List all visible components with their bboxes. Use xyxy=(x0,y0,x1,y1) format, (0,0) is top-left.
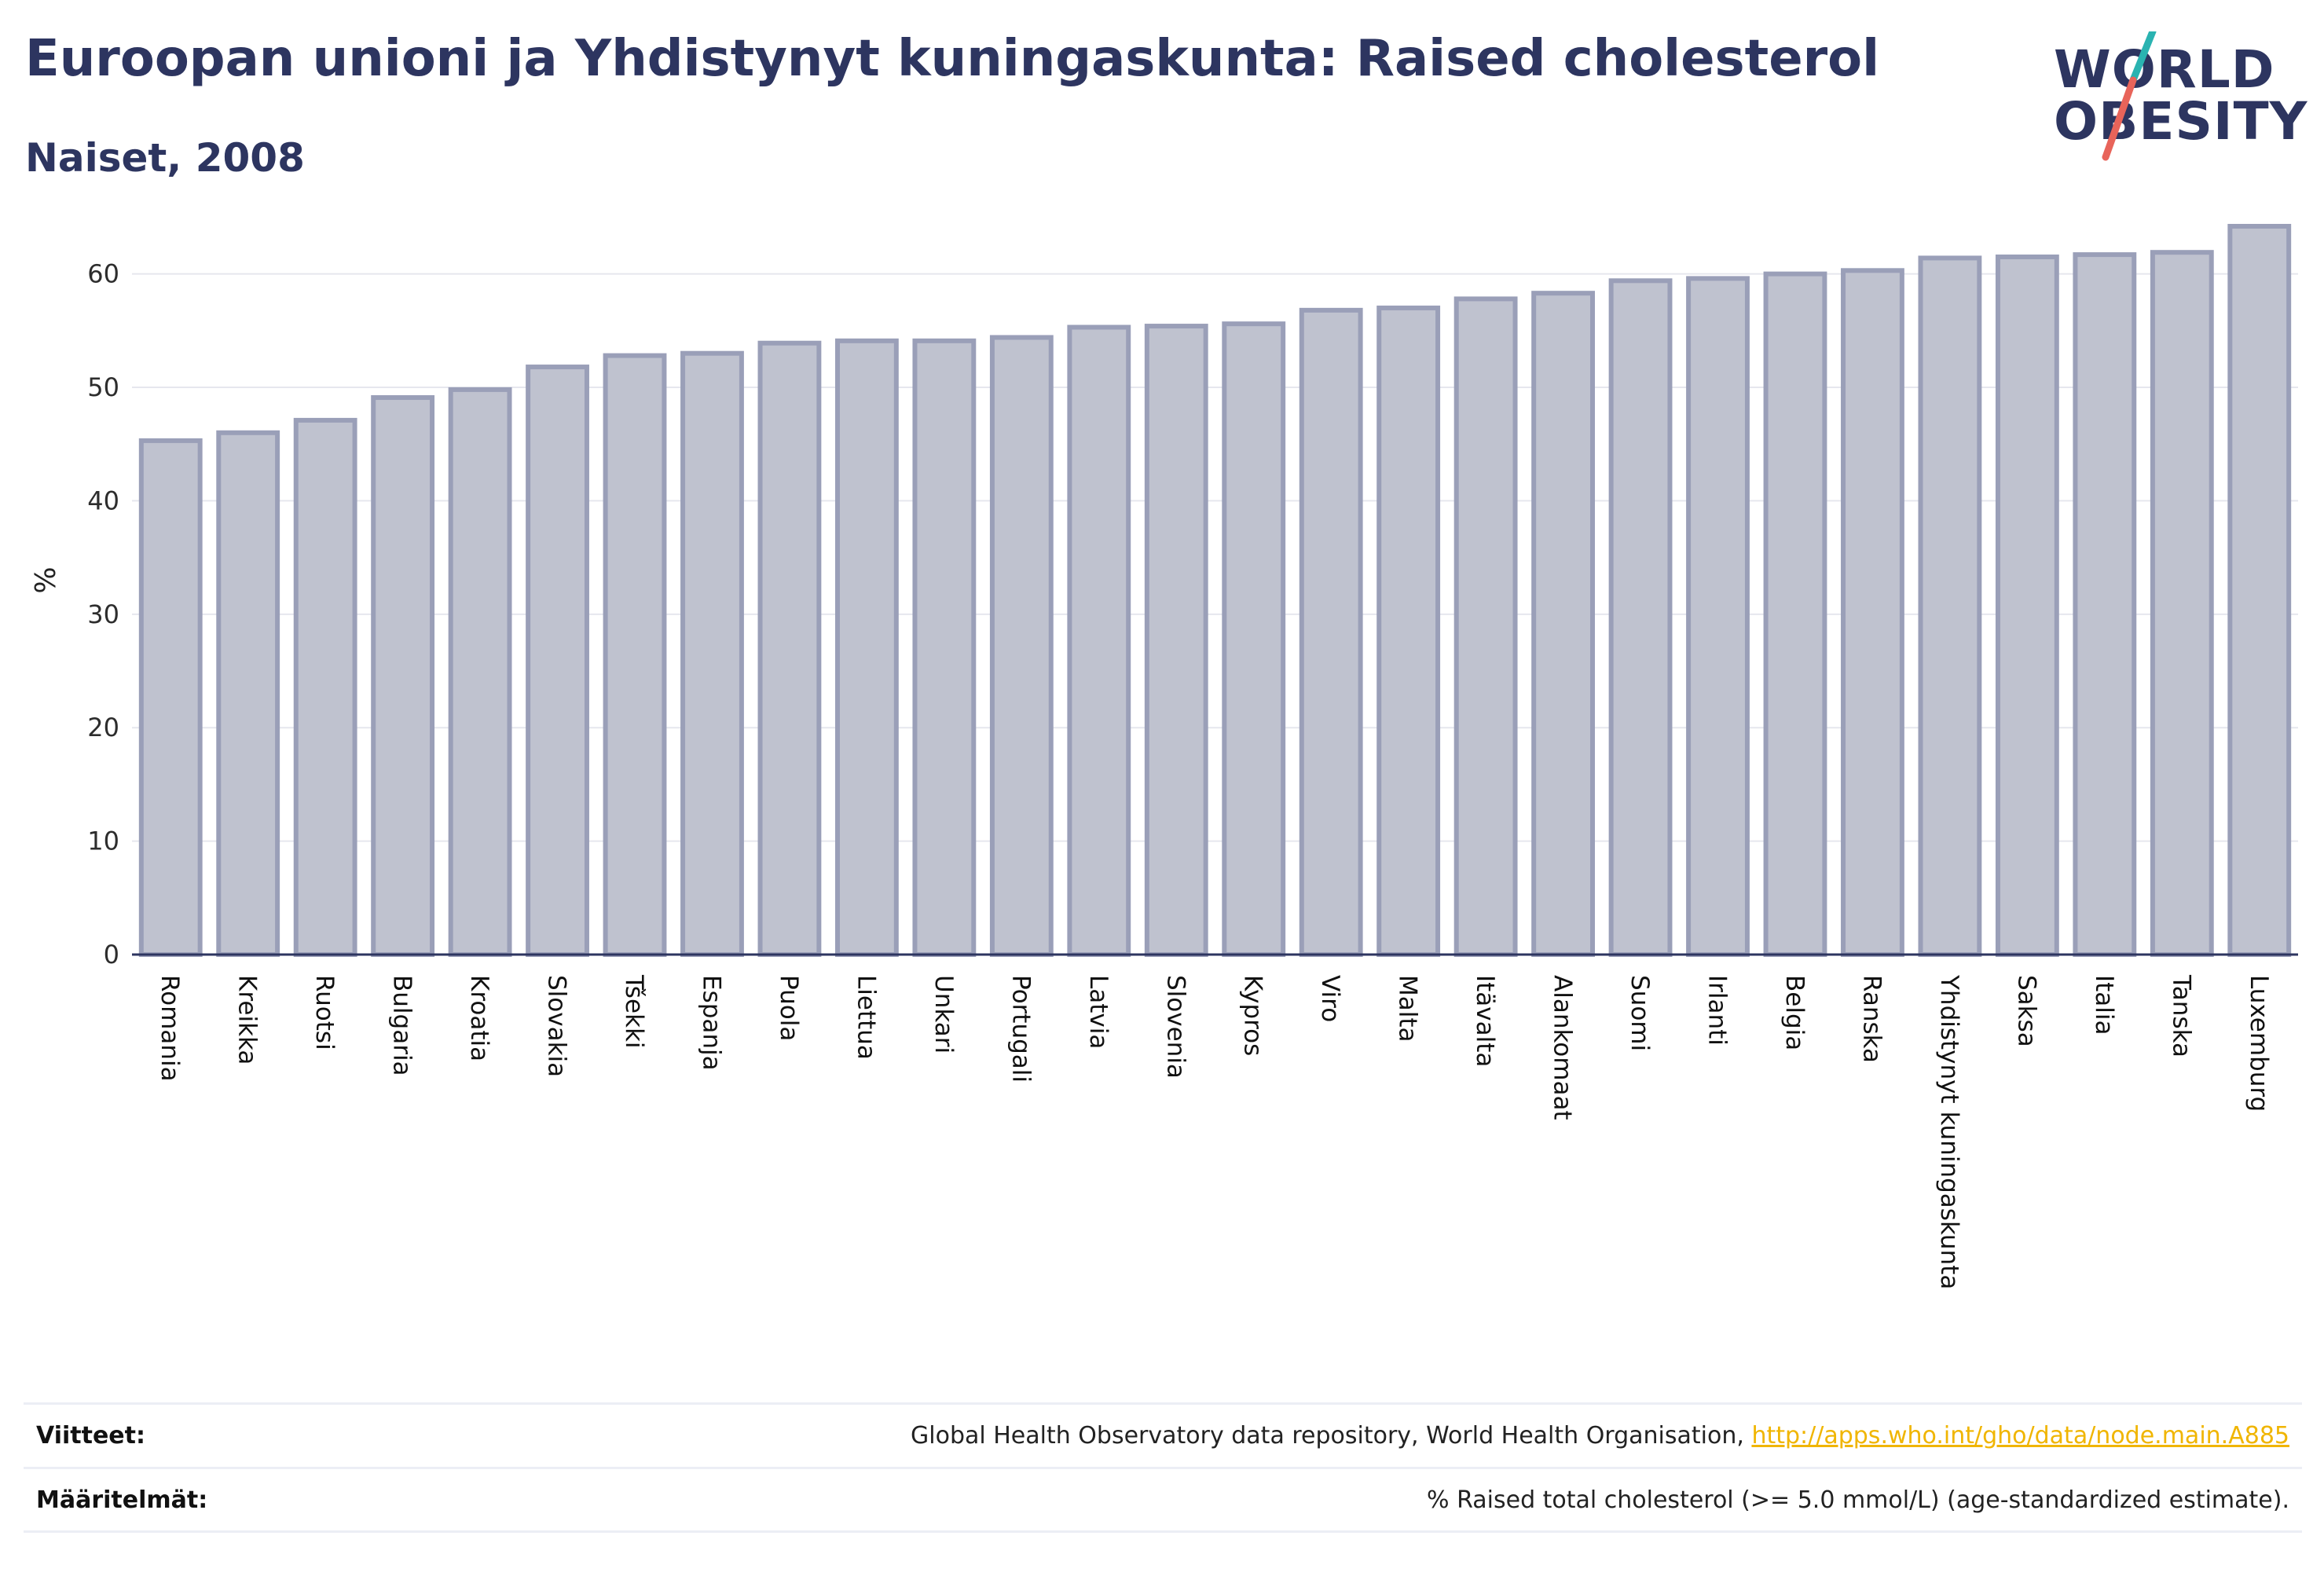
x-tick-label: Belgia xyxy=(1780,975,1809,1050)
x-tick-label: Slovakia xyxy=(543,975,571,1077)
x-tick-label: Kroatia xyxy=(465,975,493,1061)
y-tick-label: 10 xyxy=(87,826,119,856)
x-tick-label: Espanja xyxy=(697,975,725,1071)
x-tick-label: Itävalta xyxy=(1471,975,1499,1067)
bar xyxy=(1531,291,1596,957)
definitions-row: Määritelmät: % Raised total cholesterol … xyxy=(24,1467,2302,1534)
chart-title: Euroopan unioni ja Yhdistynyt kuningasku… xyxy=(25,30,1880,88)
y-tick-label: 40 xyxy=(87,486,119,515)
bar xyxy=(1067,324,1131,957)
y-tick-label: 60 xyxy=(87,259,119,289)
references-link[interactable]: http://apps.who.int/gho/data/node.main.A… xyxy=(1751,1422,2289,1450)
x-tick-label: Ranska xyxy=(1857,975,1886,1063)
bar xyxy=(1686,276,1750,957)
x-tick-label: Bulgaria xyxy=(388,975,416,1076)
y-axis-label: % xyxy=(30,566,62,593)
x-tick-label: Portugali xyxy=(1006,975,1035,1083)
bar xyxy=(1299,307,1363,958)
chart-subtitle: Naiset, 2008 xyxy=(25,135,305,181)
y-tick-label: 0 xyxy=(104,940,119,969)
bar xyxy=(1608,278,1673,957)
x-tick-label: Alankomaat xyxy=(1549,975,1577,1120)
y-tick-label: 50 xyxy=(87,372,119,402)
bar xyxy=(1144,324,1208,958)
x-tick-label: Slovenia xyxy=(1161,975,1189,1079)
references-text: Global Health Observatory data repositor… xyxy=(911,1422,1752,1450)
bar xyxy=(989,335,1054,958)
bar xyxy=(2227,223,2292,957)
bar xyxy=(680,350,744,958)
bar xyxy=(526,365,589,958)
bar xyxy=(1222,321,1286,958)
references-label: Viitteet: xyxy=(36,1422,145,1450)
x-tick-label: Irlanti xyxy=(1703,975,1732,1046)
bar xyxy=(1763,271,1827,957)
bar xyxy=(757,340,822,957)
bar xyxy=(293,417,357,957)
x-tick-label: Suomi xyxy=(1626,975,1654,1051)
x-tick-label: Tanska xyxy=(2167,974,2195,1057)
logo-slash-icon xyxy=(2102,31,2157,161)
x-tick-label: Luxemburg xyxy=(2245,975,2273,1112)
bar xyxy=(2073,252,2137,957)
bar xyxy=(448,387,512,958)
bar xyxy=(912,338,977,957)
bar xyxy=(216,430,280,957)
bar xyxy=(1376,305,1441,958)
x-tick-label: Ruotsi xyxy=(310,975,339,1050)
bar xyxy=(1918,255,1982,957)
references-value: Global Health Observatory data repositor… xyxy=(911,1422,2289,1450)
y-tick-label: 30 xyxy=(87,599,119,629)
x-tick-label: Yhdistynyt kuningaskunta xyxy=(1935,974,1963,1289)
references-row: Viitteet: Global Health Observatory data… xyxy=(24,1402,2302,1469)
x-tick-label: Latvia xyxy=(1084,975,1113,1049)
definitions-value: % Raised total cholesterol (>= 5.0 mmol/… xyxy=(1427,1486,2289,1514)
definitions-label: Määritelmät: xyxy=(36,1486,208,1514)
bar xyxy=(1453,296,1518,957)
x-tick-label: Tšekki xyxy=(620,974,648,1049)
x-tick-label: Viro xyxy=(1316,975,1344,1022)
bar xyxy=(371,395,435,957)
bar-chart: 0 10 20 30 40 50 60% Romania Kreikka Ruotsi Bulgar… xyxy=(30,223,2298,1289)
bar xyxy=(834,338,899,957)
x-tick-label: Romania xyxy=(156,975,184,1082)
x-tick-label: Liettua xyxy=(852,975,880,1060)
footer-divider xyxy=(24,1530,2302,1533)
bar xyxy=(1995,254,2059,957)
x-tick-label: Italia xyxy=(2090,975,2118,1035)
y-tick-label: 20 xyxy=(87,713,119,742)
bar xyxy=(1841,268,1904,957)
x-tick-label: Malta xyxy=(1394,975,1422,1043)
x-tick-label: Unkari xyxy=(929,975,958,1054)
x-tick-label: Kypros xyxy=(1239,975,1267,1056)
bar xyxy=(603,353,667,958)
bar xyxy=(138,438,203,957)
world-obesity-logo: WORLD OBESITY xyxy=(2051,31,2310,169)
bar xyxy=(2150,250,2214,957)
logo-line-2: OBESITY xyxy=(2054,91,2308,152)
x-tick-label: Kreikka xyxy=(233,975,262,1065)
x-tick-label: Puola xyxy=(775,975,803,1041)
logo-line-1: WORLD xyxy=(2054,39,2275,100)
x-tick-label: Saksa xyxy=(2012,975,2040,1047)
